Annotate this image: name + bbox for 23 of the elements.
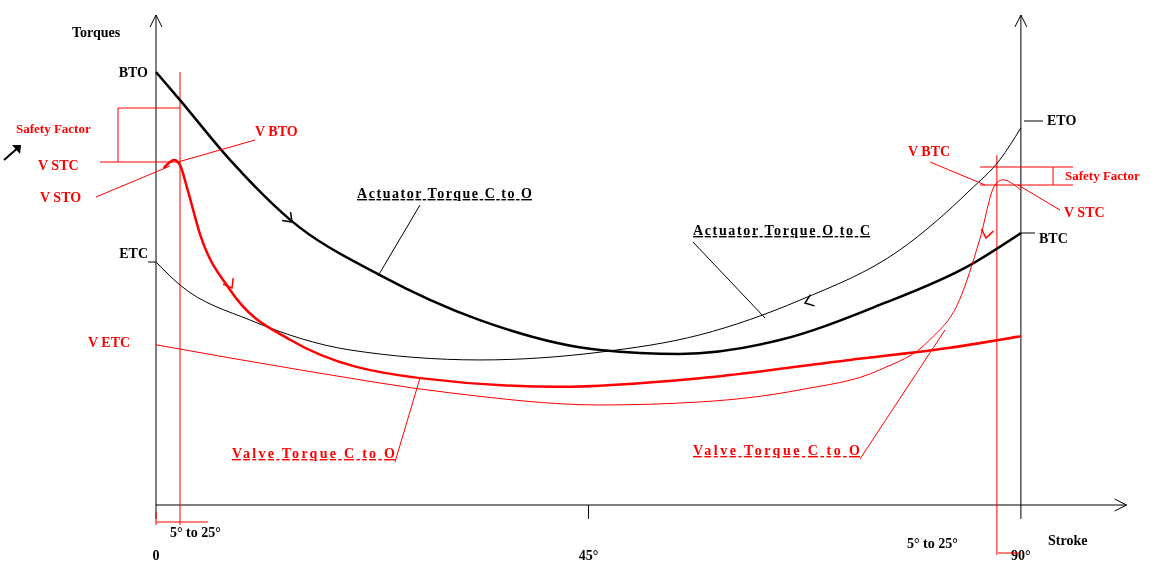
y-axis-title: Torques	[72, 25, 121, 40]
annotation: Valve Torque C to O	[693, 443, 861, 458]
text: BTO	[118, 65, 149, 80]
annotation: ETO	[1047, 113, 1077, 128]
annotation: BTC	[1039, 231, 1068, 246]
text: V STC	[38, 158, 79, 173]
annotation: Valve Torque C to O	[232, 446, 396, 461]
text: V STO	[40, 190, 82, 205]
annotation: V BTO	[255, 124, 298, 139]
annotation: V BTC	[908, 144, 951, 159]
x-tick-label: 0	[152, 548, 160, 563]
text: V ETC	[88, 335, 131, 350]
text: 5° to 25°	[170, 525, 221, 540]
annotation: Actuator Torque C to O	[357, 186, 533, 201]
annotation: Safety Factor	[1065, 168, 1140, 183]
annotation: V STC	[1064, 205, 1105, 220]
x-axis-title: Stroke	[1048, 533, 1088, 548]
x-tick-label: 45°	[578, 548, 599, 563]
text: Safety Factor	[16, 121, 91, 136]
annotation: Actuator Torque O to C	[693, 223, 870, 238]
text: 5° to 25°	[907, 536, 958, 551]
x-tick-label: 90°	[1011, 548, 1031, 563]
text: ETC	[119, 246, 148, 261]
